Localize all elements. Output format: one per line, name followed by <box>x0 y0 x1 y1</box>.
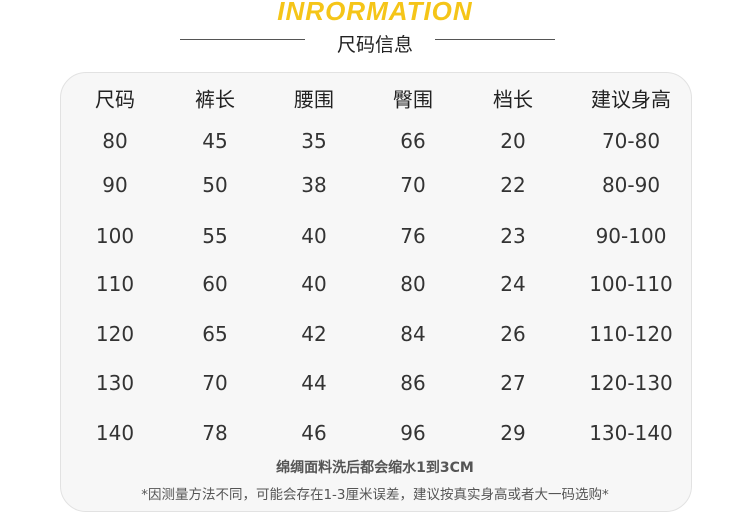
table-cell: 130 <box>95 371 135 395</box>
table-cell: 110-120 <box>589 322 673 346</box>
disclaimer: *因测量方法不同，可能会存在1-3厘米误差，建议按真实身高或者大一码选购* <box>141 487 609 503</box>
table-cell: 46 <box>301 421 327 445</box>
table-cell: 27 <box>500 371 526 395</box>
subtitle: 尺码信息 <box>336 34 413 56</box>
table-cell: 120 <box>95 322 135 346</box>
table-cell: 120-130 <box>589 371 673 395</box>
table-cell: 70-80 <box>601 129 661 153</box>
column-header: 臀围 <box>393 87 433 112</box>
column-header: 档长 <box>493 87 533 112</box>
table-cell: 86 <box>400 371 426 395</box>
table-cell: 84 <box>400 322 426 346</box>
table-cell: 20 <box>500 129 526 153</box>
table-cell: 24 <box>500 272 526 296</box>
column-header: 尺码 <box>95 87 135 112</box>
table-cell: 60 <box>202 272 228 296</box>
table-cell: 110 <box>95 272 135 296</box>
table-cell: 40 <box>301 272 327 296</box>
table-cell: 38 <box>301 173 327 197</box>
table-cell: 90 <box>102 173 128 197</box>
table-cell: 70 <box>400 173 426 197</box>
table-cell: 80 <box>102 129 128 153</box>
table-cell: 65 <box>202 322 228 346</box>
table-cell: 90-100 <box>595 224 667 248</box>
note: 绵绸面料洗后都会缩水1到3CM <box>276 460 474 476</box>
table-cell: 42 <box>301 322 327 346</box>
table-cell: 66 <box>400 129 426 153</box>
table-cell: 80 <box>400 272 426 296</box>
table-cell: 45 <box>202 129 228 153</box>
table-cell: 50 <box>202 173 228 197</box>
table-cell: 80-90 <box>601 173 661 197</box>
title: INRORMATION <box>277 0 473 26</box>
table-cell: 130-140 <box>589 421 673 445</box>
table-cell: 55 <box>202 224 228 248</box>
table-cell: 96 <box>400 421 426 445</box>
column-header: 腰围 <box>294 87 334 112</box>
table-cell: 76 <box>400 224 426 248</box>
table-panel <box>60 72 692 512</box>
divider <box>435 39 555 40</box>
divider <box>180 39 305 40</box>
table-cell: 29 <box>500 421 526 445</box>
table-cell: 26 <box>500 322 526 346</box>
table-cell: 40 <box>301 224 327 248</box>
table-cell: 35 <box>301 129 327 153</box>
column-header: 建议身高 <box>591 87 671 112</box>
table-cell: 22 <box>500 173 526 197</box>
table-cell: 78 <box>202 421 228 445</box>
table-cell: 44 <box>301 371 327 395</box>
table-cell: 23 <box>500 224 526 248</box>
table-cell: 100-110 <box>589 272 673 296</box>
table-cell: 100 <box>95 224 135 248</box>
column-header: 裤长 <box>195 87 235 112</box>
table-cell: 140 <box>95 421 135 445</box>
table-cell: 70 <box>202 371 228 395</box>
